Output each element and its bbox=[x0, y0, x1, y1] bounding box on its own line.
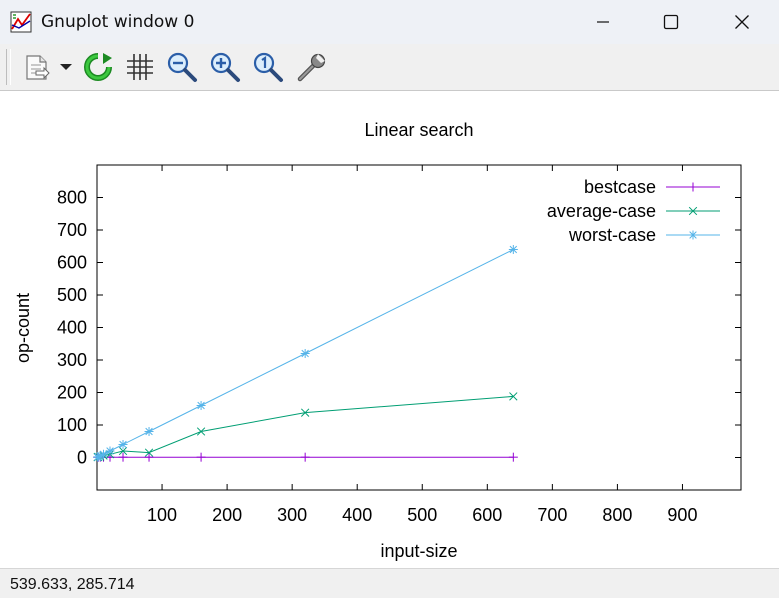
x-tick-label: 700 bbox=[537, 505, 567, 525]
data-point bbox=[118, 452, 128, 462]
x-tick-label: 600 bbox=[472, 505, 502, 525]
series-worst-case bbox=[93, 245, 518, 462]
copy-export-button[interactable] bbox=[18, 50, 54, 84]
toolbar-grip[interactable] bbox=[6, 49, 11, 85]
legend: bestcase average-case worst-case bbox=[547, 177, 720, 245]
data-point bbox=[300, 452, 310, 462]
x-tick-label: 500 bbox=[407, 505, 437, 525]
zoom-in-icon bbox=[210, 52, 240, 82]
legend-label: average-case bbox=[547, 201, 656, 221]
y-axis-label: op-count bbox=[13, 293, 33, 363]
replot-button[interactable] bbox=[80, 50, 116, 84]
y-tick-label: 400 bbox=[57, 318, 87, 338]
y-tick-label: 300 bbox=[57, 350, 87, 370]
y-tick-label: 200 bbox=[57, 383, 87, 403]
x-tick-label: 100 bbox=[147, 505, 177, 525]
y-tick-label: 500 bbox=[57, 285, 87, 305]
zoom-in-button[interactable] bbox=[207, 50, 243, 84]
grid-icon bbox=[127, 54, 153, 80]
data-point bbox=[300, 408, 310, 417]
y-tick-label: 600 bbox=[57, 253, 87, 273]
x-tick-label: 900 bbox=[667, 505, 697, 525]
close-button[interactable] bbox=[719, 0, 765, 44]
data-point bbox=[196, 452, 206, 462]
maximize-button[interactable] bbox=[648, 0, 694, 44]
data-point bbox=[509, 392, 518, 401]
dropdown-arrow-icon bbox=[60, 64, 72, 70]
x-tick-label: 200 bbox=[212, 505, 242, 525]
maximize-icon bbox=[663, 14, 679, 30]
chart-title: Linear search bbox=[364, 120, 473, 140]
legend-label: worst-case bbox=[568, 225, 656, 245]
axis-ticks: 100 200 300 400 500 600 700 800 900 0 100 200 300 400… bbox=[57, 165, 741, 525]
data-point bbox=[196, 401, 206, 410]
legend-label: bestcase bbox=[584, 177, 656, 197]
series-bestcase bbox=[93, 452, 518, 462]
chart[interactable]: Linear search input-size op-count 100 200… bbox=[0, 91, 779, 568]
data-point bbox=[144, 452, 154, 462]
data-point bbox=[105, 446, 115, 456]
x-tick-label: 400 bbox=[342, 505, 372, 525]
title-bar[interactable]: Gnuplot window 0 bbox=[0, 0, 779, 45]
legend-marker bbox=[688, 182, 698, 192]
data-point bbox=[118, 446, 128, 456]
x-tick-label: 800 bbox=[602, 505, 632, 525]
export-dropdown-button[interactable] bbox=[56, 50, 76, 84]
x-tick-label: 300 bbox=[277, 505, 307, 525]
y-tick-label: 700 bbox=[57, 220, 87, 240]
zoom-reset-icon bbox=[253, 52, 283, 82]
y-tick-label: 800 bbox=[57, 188, 87, 208]
status-bar: 539.633, 285.714 bbox=[0, 568, 779, 598]
data-point bbox=[144, 448, 154, 457]
x-axis-label: input-size bbox=[380, 541, 457, 561]
toolbar bbox=[0, 44, 779, 91]
close-icon bbox=[735, 15, 749, 29]
legend-marker bbox=[688, 230, 698, 240]
copy-export-icon bbox=[26, 55, 50, 80]
data-point bbox=[144, 427, 154, 436]
zoom-out-icon bbox=[167, 52, 197, 82]
gnuplot-app-icon bbox=[10, 11, 32, 33]
mouse-coordinates: 539.633, 285.714 bbox=[10, 576, 135, 593]
grid-button[interactable] bbox=[122, 50, 158, 84]
window-title: Gnuplot window 0 bbox=[41, 12, 195, 32]
minimize-button[interactable] bbox=[580, 0, 626, 44]
series-layer bbox=[93, 245, 518, 462]
series-line-average-case bbox=[97, 395, 514, 458]
data-point bbox=[196, 427, 206, 436]
data-point bbox=[99, 449, 109, 459]
zoom-out-button[interactable] bbox=[164, 50, 200, 84]
data-point bbox=[118, 440, 128, 449]
options-wrench-icon bbox=[297, 53, 326, 82]
y-tick-label: 100 bbox=[57, 415, 87, 435]
data-point bbox=[508, 245, 518, 254]
data-point bbox=[508, 452, 518, 462]
minimize-icon bbox=[597, 21, 609, 23]
zoom-reset-button[interactable] bbox=[250, 50, 286, 84]
plot-area[interactable]: Linear search input-size op-count 100 200… bbox=[0, 91, 779, 568]
y-tick-label: 0 bbox=[77, 448, 87, 468]
data-point bbox=[300, 349, 310, 358]
legend-marker bbox=[688, 206, 698, 216]
options-button[interactable] bbox=[294, 50, 330, 84]
replot-icon bbox=[84, 53, 112, 81]
